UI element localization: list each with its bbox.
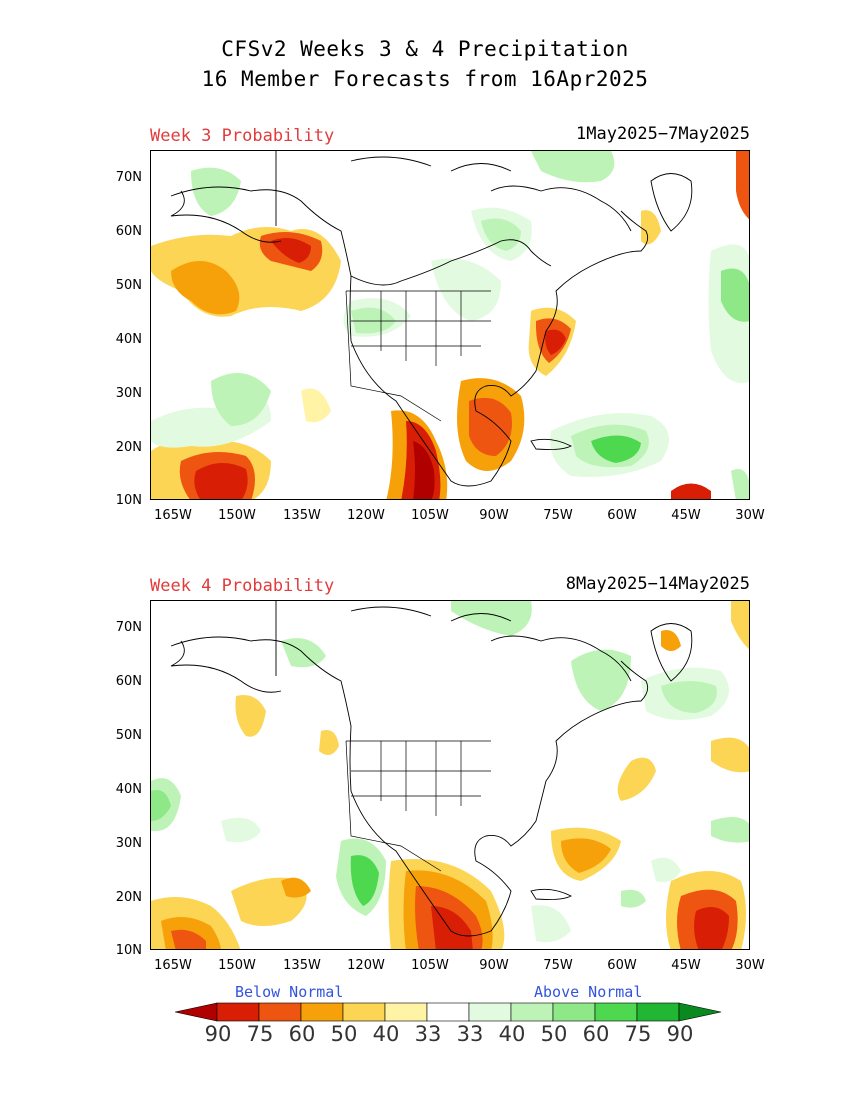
panel2-label: Week 4 Probability (150, 576, 335, 596)
lon-tick: 90W (479, 508, 509, 523)
panel1-label: Week 3 Probability (150, 126, 335, 146)
lat-tick: 40N (115, 332, 142, 347)
lon-tick: 165W (154, 508, 192, 523)
colorbar-box (552, 1002, 596, 1022)
colorbar-box (510, 1002, 554, 1022)
colorbar-box (384, 1002, 428, 1022)
colorbar-value: 90 (666, 1022, 694, 1046)
colorbar-box (426, 1002, 470, 1022)
colorbar-value: 75 (624, 1022, 652, 1046)
colorbar-end-right (678, 1002, 722, 1022)
colorbar-value: 60 (288, 1022, 316, 1046)
week4-map (150, 600, 750, 950)
lon-tick: 75W (543, 958, 573, 973)
coastlines (170, 151, 693, 487)
below-normal-label: Below Normal (235, 983, 344, 1001)
colorbar-box (594, 1002, 638, 1022)
lon-tick: 105W (411, 508, 449, 523)
colorbar-value: 40 (498, 1022, 526, 1046)
borders (345, 740, 491, 872)
colorbar-box (258, 1002, 302, 1022)
colorbar-value: 50 (540, 1022, 568, 1046)
lat-tick: 10N (115, 943, 142, 958)
colorbar-end-left (175, 1002, 218, 1022)
title-line-2: 16 Member Forecasts from 16Apr2025 (201, 67, 649, 91)
colorbar-box (468, 1002, 512, 1022)
lon-tick: 150W (218, 508, 256, 523)
lat-tick: 20N (115, 890, 142, 905)
above-normal-regions (151, 601, 749, 943)
lon-tick: 135W (283, 958, 321, 973)
lon-tick: 120W (347, 508, 385, 523)
colorbar-value: 60 (582, 1022, 610, 1046)
coastlines (170, 601, 693, 937)
lon-tick: 75W (543, 508, 573, 523)
colorbar-box (636, 1002, 680, 1022)
colorbar (175, 1002, 722, 1022)
week3-map (150, 150, 750, 500)
lon-tick: 30W (735, 508, 765, 523)
above-normal-label: Above Normal (534, 983, 643, 1001)
below-normal-regions (151, 151, 749, 499)
lon-tick: 30W (735, 958, 765, 973)
lat-tick: 50N (115, 728, 142, 743)
borders (345, 290, 491, 422)
lat-tick: 10N (115, 493, 142, 508)
title-line-1: CFSv2 Weeks 3 & 4 Precipitation (221, 37, 629, 61)
lon-tick: 150W (218, 958, 256, 973)
lat-tick: 60N (115, 224, 142, 239)
colorbar-box (300, 1002, 344, 1022)
lon-tick: 105W (411, 958, 449, 973)
colorbar-box (342, 1002, 386, 1022)
lon-tick: 45W (671, 958, 701, 973)
lat-tick: 30N (115, 386, 142, 401)
lat-tick: 70N (115, 620, 142, 635)
colorbar-value: 33 (456, 1022, 484, 1046)
lat-tick: 70N (115, 170, 142, 185)
panel1-dates: 1May2025−7May2025 (576, 124, 750, 144)
lat-tick: 50N (115, 278, 142, 293)
lon-tick: 45W (671, 508, 701, 523)
lon-tick: 90W (479, 958, 509, 973)
lon-tick: 60W (607, 508, 637, 523)
lat-tick: 40N (115, 782, 142, 797)
above-normal-regions (151, 151, 749, 499)
colorbar-value: 90 (204, 1022, 232, 1046)
lon-tick: 60W (607, 958, 637, 973)
lon-tick: 135W (283, 508, 321, 523)
colorbar-value: 40 (372, 1022, 400, 1046)
lon-tick: 165W (154, 958, 192, 973)
colorbar-value: 75 (246, 1022, 274, 1046)
panel2-dates: 8May2025−14May2025 (565, 574, 750, 594)
colorbar-value: 33 (414, 1022, 442, 1046)
below-normal-regions (151, 601, 749, 949)
lat-tick: 30N (115, 836, 142, 851)
lon-tick: 120W (347, 958, 385, 973)
lat-tick: 60N (115, 674, 142, 689)
colorbar-box (216, 1002, 260, 1022)
lat-tick: 20N (115, 440, 142, 455)
colorbar-value: 50 (330, 1022, 358, 1046)
